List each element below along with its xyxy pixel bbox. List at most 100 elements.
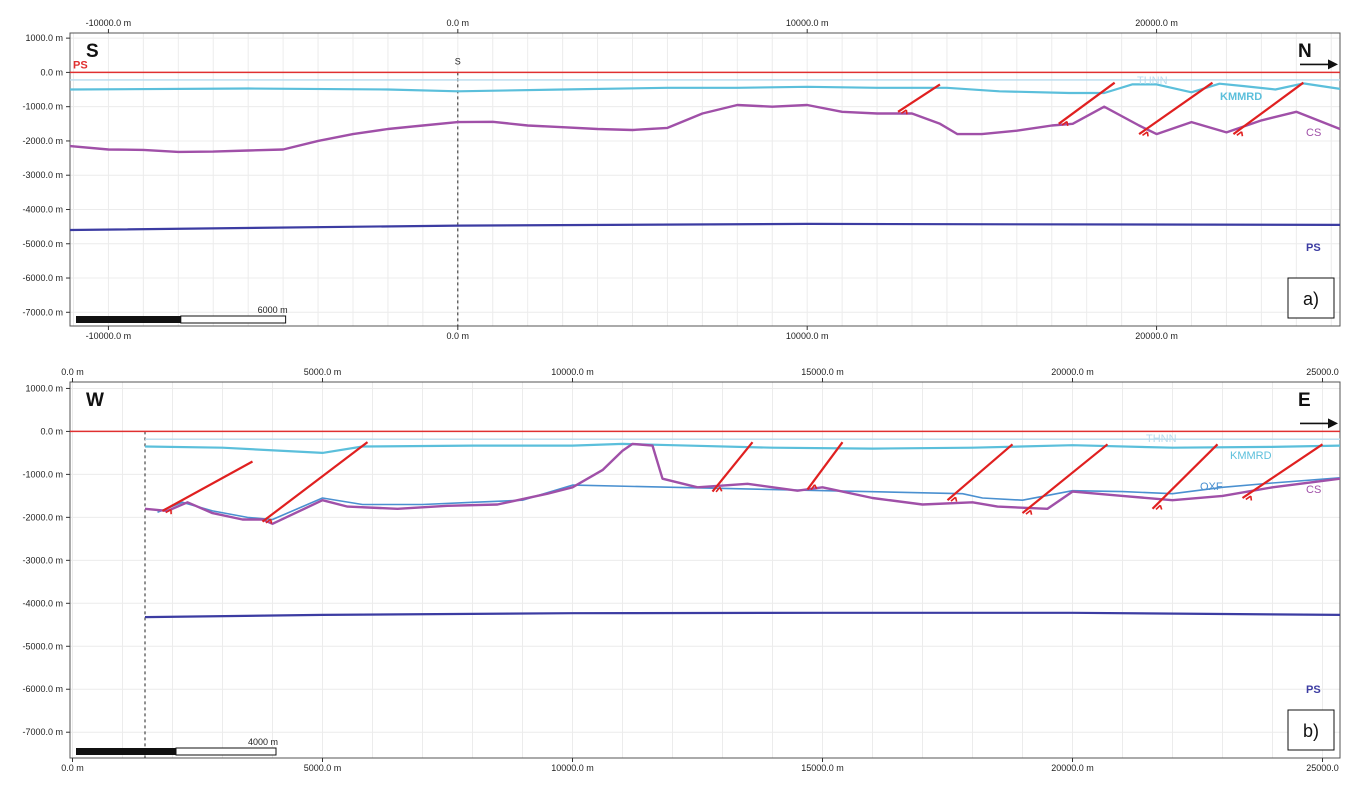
x-tick-label-bottom: 15000.0 m xyxy=(801,763,844,773)
fault-trace xyxy=(806,441,844,491)
x-tick-label-bottom: 5000.0 m xyxy=(304,763,342,773)
fault-slip-arrow xyxy=(715,486,723,493)
panel-label: b) xyxy=(1303,721,1319,741)
horizon-cs xyxy=(69,103,1341,154)
x-tick-label-top: 20000.0 m xyxy=(1051,367,1094,377)
fault-slip-arrow xyxy=(1061,120,1069,127)
y-tick-label: -5000.0 m xyxy=(22,641,63,651)
direction-right: N xyxy=(1298,41,1312,62)
fault-line xyxy=(1151,443,1219,511)
horizon-label-ps: PS xyxy=(1306,242,1321,254)
scale-bar-black xyxy=(76,316,181,323)
fault-trace xyxy=(1138,81,1214,135)
plot-frame xyxy=(69,381,1341,759)
horizon-kmmrd xyxy=(144,442,1341,454)
x-tick-label-top: 10000.0 m xyxy=(786,18,829,28)
fault-slip-arrow xyxy=(1245,495,1253,501)
horizon-label-ps: PS xyxy=(1306,684,1321,696)
x-tick-label-bottom: 20000.0 m xyxy=(1135,331,1178,341)
horizon-label-cs: CS xyxy=(1306,127,1321,139)
x-tick-label-bottom: 10000.0 m xyxy=(551,763,594,773)
direction-left: W xyxy=(86,390,104,411)
horizon-ps xyxy=(69,222,1341,232)
fault-trace xyxy=(1232,81,1304,135)
x-tick-label-bottom: -10000.0 m xyxy=(86,331,132,341)
scale-bar-label: 4000 m xyxy=(248,737,278,747)
horizon-label-thnn: THNN xyxy=(1137,75,1168,87)
fault-trace xyxy=(946,443,1014,502)
section-marker-label: S xyxy=(455,56,461,66)
direction-arrow-icon xyxy=(1328,418,1338,429)
fault-line xyxy=(1232,81,1304,137)
y-tick-label: -7000.0 m xyxy=(22,307,63,317)
fault-line xyxy=(897,83,941,115)
y-tick-label: -6000.0 m xyxy=(22,273,63,283)
panel-b: 0.0 m 0.0 m 5000.0 m 5000.0 m 10000.0 m 10000… xyxy=(22,367,1341,773)
fault-slip-arrow xyxy=(1142,131,1149,137)
fault-trace xyxy=(1058,81,1116,125)
fault-trace xyxy=(1241,443,1324,499)
horizon-label-cs: CS xyxy=(1306,484,1321,496)
x-tick-label-bottom: 0.0 m xyxy=(61,763,84,773)
fault-line xyxy=(711,441,754,493)
x-tick-label-bottom: 20000.0 m xyxy=(1051,763,1094,773)
x-tick-label-bottom: 10000.0 m xyxy=(786,331,829,341)
x-tick-label-top: 20000.0 m xyxy=(1135,18,1178,28)
x-tick-label-top: 10000.0 m xyxy=(551,367,594,377)
horizon-kmmrd xyxy=(69,82,1341,95)
fault-slip-arrow xyxy=(165,508,172,515)
x-tick-label-top: 0.0 m xyxy=(447,18,470,28)
panel-label: a) xyxy=(1303,289,1319,309)
fault-slip-arrow xyxy=(1155,504,1163,511)
plot-frame xyxy=(69,32,1341,327)
y-tick-label: -4000.0 m xyxy=(22,204,63,214)
x-tick-label-bottom: 0.0 m xyxy=(447,331,470,341)
fault-trace xyxy=(897,83,941,113)
fault-line xyxy=(946,443,1014,502)
surface-label: PS xyxy=(73,59,88,71)
y-tick-label: -1000.0 m xyxy=(22,102,63,112)
horizon-label-oxf: OXF xyxy=(1200,481,1223,493)
fault-line xyxy=(806,441,844,491)
y-tick-label: -6000.0 m xyxy=(22,684,63,694)
fault-slip-arrow xyxy=(265,518,273,524)
scale-bar-white xyxy=(175,747,277,756)
fault-trace xyxy=(161,460,254,512)
fault-trace xyxy=(261,441,369,523)
y-tick-label: -2000.0 m xyxy=(22,512,63,522)
fault-line xyxy=(261,441,369,524)
fault-line xyxy=(1058,81,1116,127)
horizon-ps xyxy=(144,611,1341,619)
scale-bar-white xyxy=(180,315,287,324)
scale-bar-label: 6000 m xyxy=(258,305,288,315)
direction-right: E xyxy=(1298,390,1311,411)
fault-slip-arrow xyxy=(950,496,958,502)
fault-slip-arrow xyxy=(1025,509,1033,515)
y-tick-label: 0.0 m xyxy=(40,67,63,77)
x-tick-label-top: 25000.0 xyxy=(1306,367,1339,377)
horizon-label-thnn: THNN xyxy=(1146,433,1177,445)
fault-line xyxy=(161,460,254,515)
x-tick-label-top: 0.0 m xyxy=(61,367,84,377)
y-tick-label: 0.0 m xyxy=(40,426,63,436)
x-tick-label-top: -10000.0 m xyxy=(86,18,132,28)
panel-a: -10000.0 m -10000.0 m 0.0 m 0.0 m 10000.0 m 1… xyxy=(22,18,1341,341)
y-tick-label: 1000.0 m xyxy=(25,33,63,43)
y-tick-label: -1000.0 m xyxy=(22,469,63,479)
fault-slip-arrow xyxy=(1236,131,1244,137)
direction-left: S xyxy=(86,41,99,62)
y-tick-label: -3000.0 m xyxy=(22,555,63,565)
fault-trace xyxy=(1021,443,1109,514)
horizon-label-kmmrd: KMMRD xyxy=(1220,91,1262,103)
fault-trace xyxy=(711,441,754,493)
fault-line xyxy=(1138,81,1214,137)
y-tick-label: 1000.0 m xyxy=(25,383,63,393)
panel-label-box xyxy=(1287,709,1335,751)
scale-bar-black xyxy=(76,748,176,755)
fault-trace xyxy=(1151,443,1219,510)
x-tick-label-bottom: 25000.0 xyxy=(1306,763,1339,773)
direction-arrow-icon xyxy=(1328,59,1338,70)
y-tick-label: -3000.0 m xyxy=(22,170,63,180)
